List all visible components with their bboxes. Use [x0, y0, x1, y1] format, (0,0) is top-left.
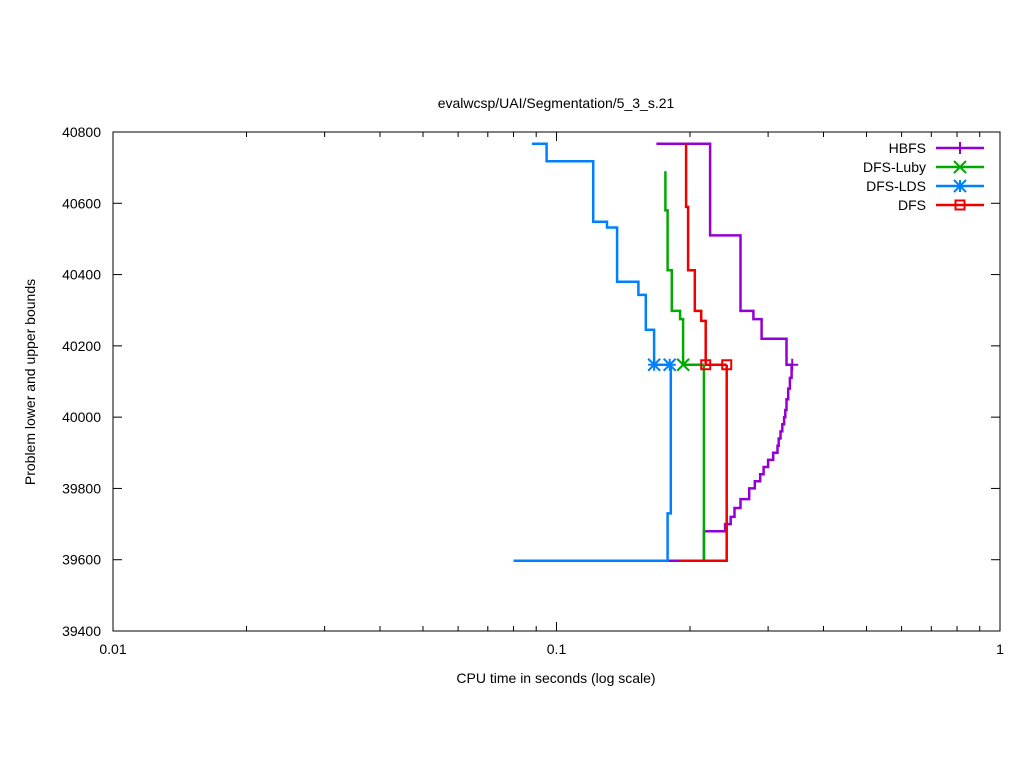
marker-plus — [786, 358, 799, 371]
legend-label: DFS — [898, 197, 926, 213]
x-tick-label: 0.1 — [547, 641, 567, 657]
y-tick-label: 40400 — [62, 267, 101, 283]
x-axis-label: CPU time in seconds (log scale) — [456, 670, 655, 686]
y-tick-label: 39400 — [62, 623, 101, 639]
series-line-lower — [653, 364, 793, 563]
marker-cross — [676, 358, 690, 372]
series-dfs — [680, 143, 733, 563]
x-tick-label: 1 — [996, 641, 1004, 657]
y-tick-label: 40200 — [62, 338, 101, 354]
series-line-upper — [656, 142, 794, 366]
y-axis-label: Problem lower and upper bounds — [22, 279, 38, 485]
y-tick-label: 40800 — [62, 124, 101, 140]
series-line-lower — [513, 364, 673, 563]
series-line-upper — [531, 142, 670, 366]
y-tick-label: 39800 — [62, 480, 101, 496]
series-layer — [513, 142, 799, 563]
legend-label: DFS-LDS — [866, 178, 926, 194]
marker-cross — [953, 160, 967, 174]
marker-star — [647, 358, 661, 372]
marker-star — [663, 358, 677, 372]
marker-square — [954, 199, 966, 211]
y-tick-label: 40000 — [62, 409, 101, 425]
x-axis: 0.01 0.1 1 — [99, 132, 1004, 657]
series-line-upper — [664, 171, 704, 366]
x-tick-label: 0.01 — [99, 641, 126, 657]
legend: HBFS DFS-Luby DFS-LDS DFS — [863, 140, 984, 213]
y-axis: 39400 39600 39800 40000 40200 40400 40600 40800 — [62, 124, 1000, 639]
marker-plus — [954, 142, 966, 154]
series-line-lower — [680, 364, 728, 563]
legend-label: DFS-Luby — [863, 159, 926, 175]
y-tick-label: 40600 — [62, 195, 101, 211]
series-hbfs — [653, 142, 799, 563]
marker-star — [953, 179, 967, 193]
y-tick-label: 39600 — [62, 552, 101, 568]
chart-title: evalwcsp/UAI/Segmentation/5_3_s.21 — [438, 95, 675, 111]
series-line-upper — [684, 143, 727, 366]
marker-square — [721, 359, 733, 371]
legend-label: HBFS — [889, 140, 926, 156]
marker-square — [700, 359, 712, 371]
series-dfs-lds — [513, 142, 677, 563]
